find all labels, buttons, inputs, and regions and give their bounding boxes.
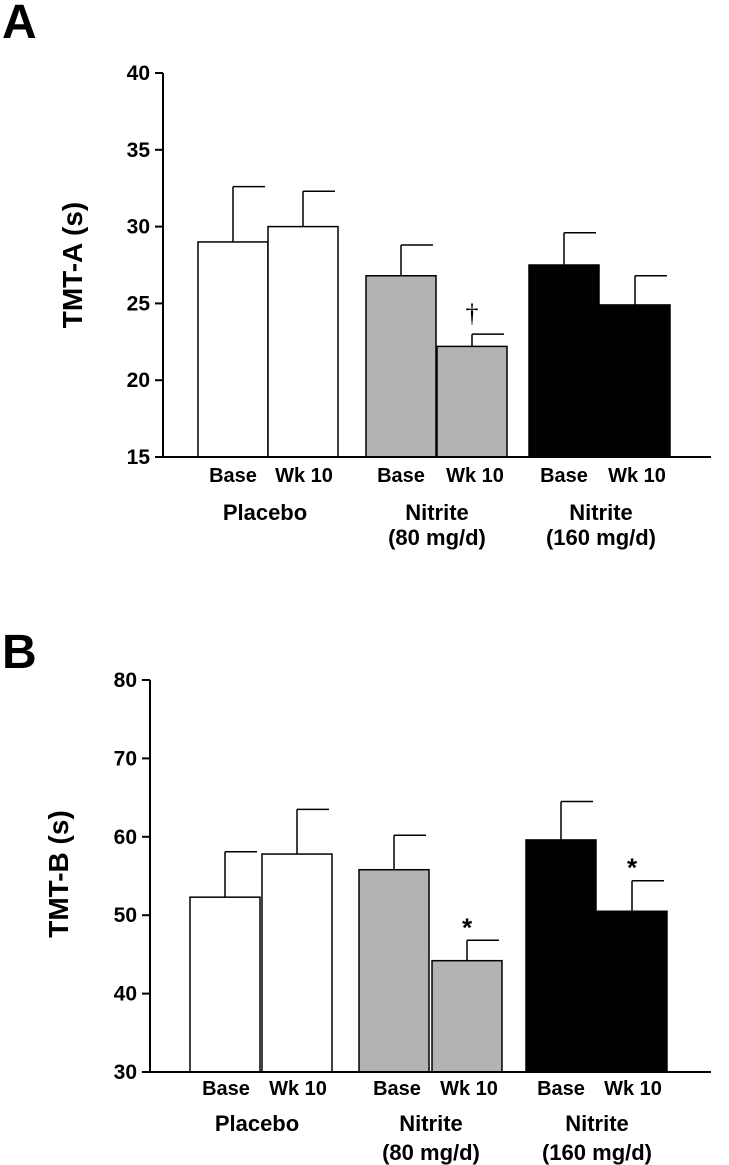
- y-tick-label: 80: [114, 669, 137, 692]
- bar: [431, 959, 503, 1073]
- y-axis-label: TMT-A (s): [57, 202, 88, 329]
- bar: [197, 241, 269, 458]
- y-tick-label: 40: [127, 62, 150, 85]
- y-tick-label: 30: [114, 1061, 137, 1084]
- group-label: Placebo: [223, 500, 307, 525]
- significance-marker: *: [462, 912, 473, 942]
- y-tick-label: 50: [114, 904, 137, 927]
- significance-marker: †: [466, 299, 479, 328]
- bar: [528, 264, 600, 458]
- group-label: Nitrite: [399, 1111, 463, 1136]
- x-category-label: Wk 10: [446, 465, 504, 487]
- group-sublabel: (160 mg/d): [542, 1140, 652, 1165]
- panel-letter: B: [2, 626, 37, 679]
- y-tick-label: 70: [114, 747, 137, 770]
- y-tick-label: 40: [114, 983, 137, 1006]
- group-label: Nitrite: [405, 500, 469, 525]
- chart-panel-b: B TMT-B (s) * * 30 40 50 60 70 80 Base Wk 10 Base Wk …: [2, 626, 711, 1165]
- x-category-label: Wk 10: [440, 1078, 498, 1100]
- x-category-label: Wk 10: [608, 465, 666, 487]
- group-label: Nitrite: [569, 500, 633, 525]
- y-tick-label: 60: [114, 826, 137, 849]
- group-sublabel: (160 mg/d): [546, 525, 656, 550]
- y-tick-label: 35: [127, 139, 151, 162]
- x-category-label: Wk 10: [275, 465, 333, 487]
- bar: [189, 896, 261, 1073]
- group-sublabel: (80 mg/d): [388, 525, 486, 550]
- y-tick-label: 25: [127, 292, 151, 315]
- y-tick-label: 30: [127, 216, 150, 239]
- bar: [267, 225, 339, 458]
- x-category-label: Base: [202, 1078, 250, 1100]
- bar: [596, 910, 668, 1073]
- x-category-label: Base: [377, 465, 425, 487]
- group-sublabel: (80 mg/d): [382, 1140, 480, 1165]
- y-tick-label: 20: [127, 369, 150, 392]
- group-label: Placebo: [215, 1111, 299, 1136]
- x-category-label: Base: [537, 1078, 585, 1100]
- significance-marker: *: [627, 853, 638, 883]
- panel-letter: A: [2, 0, 37, 49]
- bar: [599, 304, 671, 458]
- y-tick-label: 15: [127, 446, 151, 469]
- group-label: Nitrite: [565, 1111, 629, 1136]
- x-category-label: Wk 10: [269, 1078, 327, 1100]
- x-category-label: Base: [209, 465, 257, 487]
- x-category-label: Wk 10: [604, 1078, 662, 1100]
- bar: [436, 345, 508, 458]
- bar: [261, 853, 333, 1073]
- x-category-label: Base: [373, 1078, 421, 1100]
- bar: [358, 868, 430, 1073]
- bar: [525, 839, 597, 1073]
- x-category-label: Base: [540, 465, 588, 487]
- bar: [365, 275, 437, 458]
- chart-panel-a: A TMT-A (s) † 15 20 25 30 35 40 Base Wk 10 Base Wk 1…: [2, 0, 711, 550]
- y-axis-label: TMT-B (s): [43, 810, 74, 938]
